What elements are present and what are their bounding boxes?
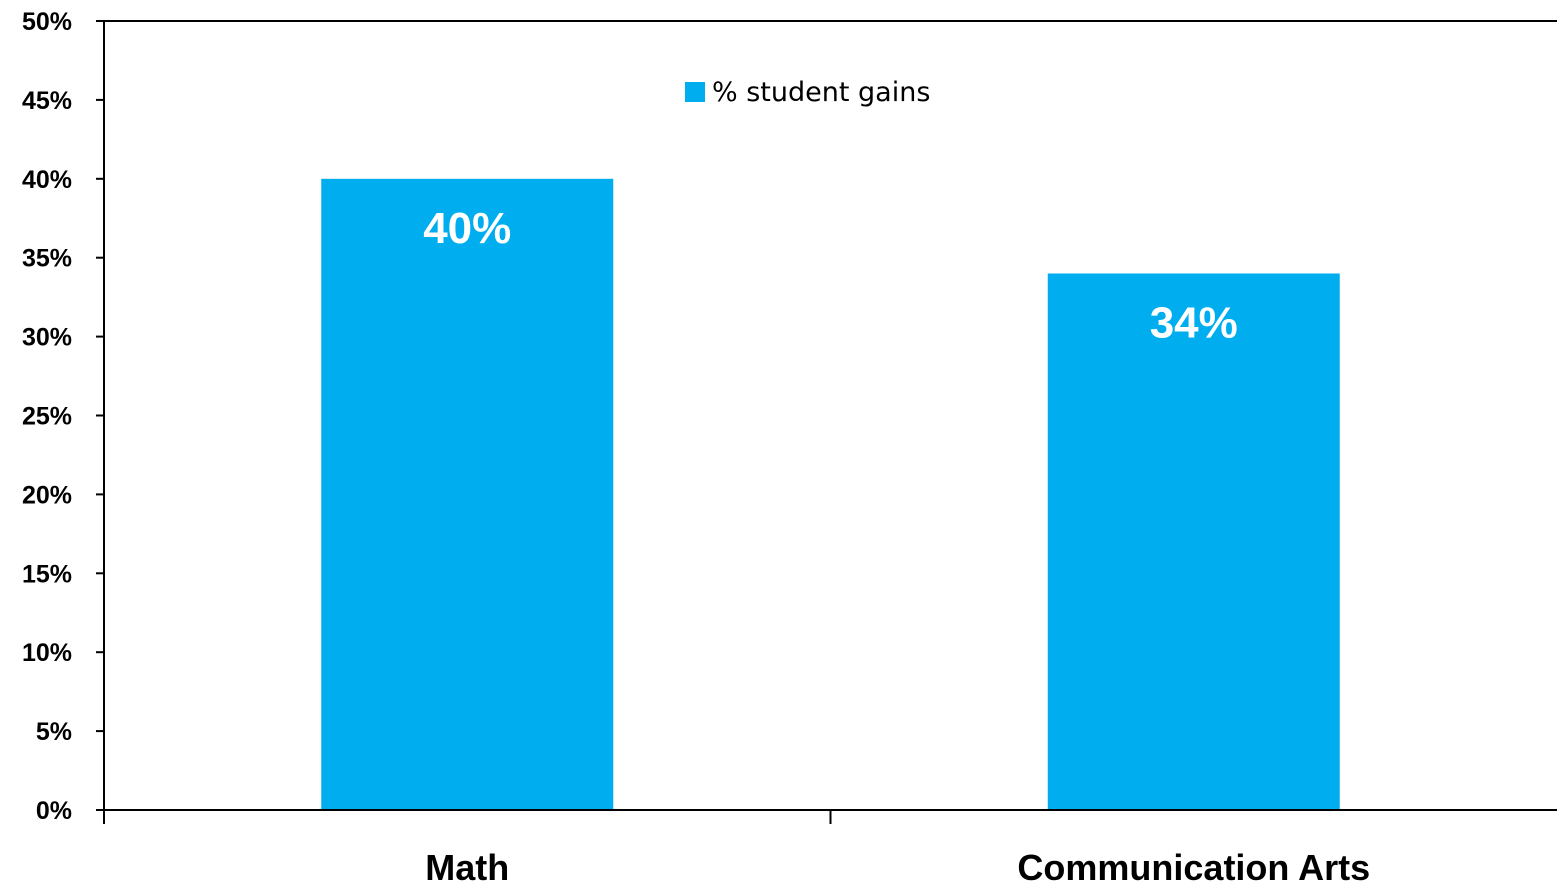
legend: % student gains [685, 77, 930, 108]
y-tick-label: 15% [22, 560, 72, 588]
axes [103, 20, 1557, 824]
data-label: 34% [1150, 298, 1238, 347]
bar-math [321, 178, 614, 811]
y-tick-label: 45% [22, 87, 72, 115]
bar-communication-arts [1047, 273, 1340, 811]
y-tick-label: 25% [22, 403, 72, 431]
y-tick-label: 50% [22, 8, 72, 36]
y-tick-label: 0% [36, 797, 72, 825]
legend-label: % student gains [712, 77, 930, 108]
data-label: 40% [423, 204, 511, 253]
y-tick-label: 10% [22, 639, 72, 667]
y-axis-ticks: 0% 5% 10% 15% 20% 25% 30% 35% 40% 45% 50% [22, 8, 104, 825]
x-category-label: Communication Arts [1017, 847, 1370, 886]
y-tick-label: 20% [22, 481, 72, 509]
y-tick-label: 35% [22, 245, 72, 273]
x-axis-labels: Math Communication Arts [425, 847, 1370, 886]
y-tick-label: 5% [36, 718, 72, 746]
y-tick-label: 40% [22, 166, 72, 194]
bars: 40% 34% [321, 178, 1340, 811]
y-tick-label: 30% [22, 324, 72, 352]
legend-swatch [685, 82, 705, 102]
x-category-label: Math [425, 847, 509, 886]
